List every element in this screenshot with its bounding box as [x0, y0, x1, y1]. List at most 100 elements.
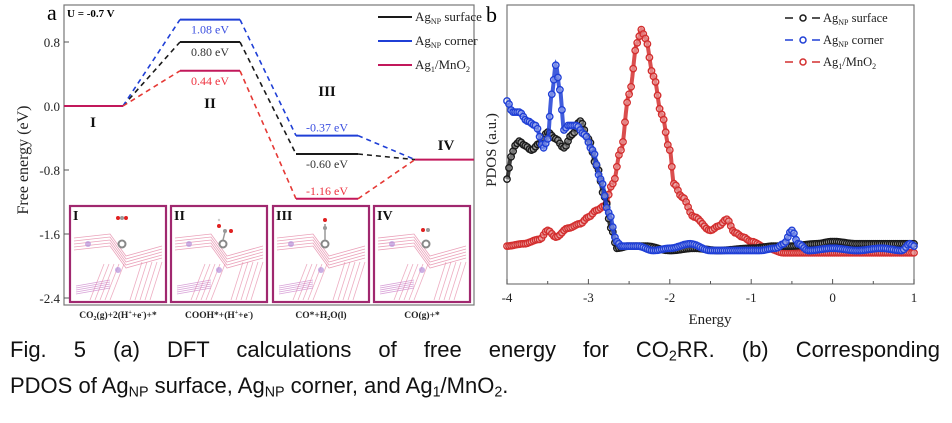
svg-text:AgNP surface: AgNP surface — [823, 11, 888, 27]
energy-value-label: 1.08 eV — [191, 23, 229, 37]
ag-atom-icon — [218, 239, 228, 249]
pdos-point — [551, 61, 560, 70]
state-label: II — [204, 96, 216, 112]
transition-connector — [357, 134, 416, 161]
x-tick-label: -3 — [583, 290, 594, 305]
potential-annotation: U = -0.7 V — [67, 8, 115, 20]
inset-label: II — [174, 209, 185, 224]
legend-item-agnp-surface: AgNP surface — [378, 9, 482, 26]
panel-b-legend: AgNP surface AgNP corner Ag1/MnO2 — [785, 11, 888, 71]
structure-inset-2: II — [169, 204, 269, 304]
series-agnp-corner: 1.08 eV -0.37 eV — [122, 18, 416, 161]
energy-value-label: -0.60 eV — [306, 157, 348, 171]
structure-inset-1: I — [68, 204, 168, 304]
ag-atom-icon — [117, 239, 127, 249]
pdos-point — [606, 212, 615, 221]
y-tick-label: -0.8 — [39, 163, 60, 178]
panel-a-free-energy-diagram: a U = -0.7 V 0.8 0.0 -0.8 -1.6 -2.4 Free ene… — [15, 0, 482, 322]
pdos-point — [661, 128, 670, 137]
legend-item-ag1-mno2: Ag1/MnO2 — [785, 55, 876, 71]
pdos-point — [533, 124, 542, 133]
panel-b-curves — [503, 25, 918, 257]
panel-b-label: b — [486, 2, 497, 27]
legend-item-agnp-surface: AgNP surface — [785, 11, 888, 27]
panel-b-y-axis-label: PDOS (a.u.) — [484, 113, 500, 187]
x-tick-label: 0 — [829, 290, 836, 305]
pdos-point — [659, 115, 668, 124]
series-agnp-surface: 0.80 eV -0.60 eV — [122, 41, 416, 171]
panel-a-legend: AgNP surface AgNP corner Ag1/MnO2 — [378, 9, 482, 74]
transition-connector — [122, 70, 181, 107]
svg-text:Ag1/MnO2: Ag1/MnO2 — [823, 55, 876, 71]
pdos-point — [590, 150, 599, 159]
transition-connector — [239, 19, 297, 136]
panel-b-x-axis-label: Energy — [688, 312, 732, 328]
pdos-point — [653, 91, 662, 100]
panel-a-insets: I II III IV — [68, 204, 472, 304]
panel-b-frame — [506, 4, 915, 285]
pdos-point — [547, 90, 556, 99]
energy-value-label: -1.16 eV — [306, 184, 348, 198]
pdos-point — [645, 53, 654, 62]
pdos-point — [625, 90, 633, 99]
pdos-point — [667, 162, 676, 171]
pdos-point — [600, 191, 609, 200]
pdos-point — [629, 64, 638, 73]
x-label-state-2: COOH*+(H++e-) — [185, 310, 253, 321]
state-label: I — [90, 115, 96, 131]
transition-connector — [239, 41, 297, 155]
pdos-point — [665, 146, 674, 155]
pdos-point — [613, 162, 621, 171]
pdos-point — [554, 73, 562, 82]
inset-label: I — [73, 209, 78, 224]
pdos-point — [627, 82, 635, 91]
pdos-point — [592, 160, 601, 169]
pdos-point — [621, 118, 629, 127]
svg-text:AgNP surface: AgNP surface — [415, 9, 482, 26]
x-tick-label: 1 — [911, 290, 918, 305]
ag-atom-icon — [421, 239, 431, 249]
panel-a-y-axis-label: Free energy (eV) — [15, 106, 32, 215]
pdos-point — [617, 146, 625, 155]
structure-inset-4: IV — [372, 204, 472, 304]
legend-item-agnp-corner: AgNP corner — [785, 33, 884, 49]
energy-value-label: 0.44 eV — [191, 74, 229, 88]
pdos-point — [505, 163, 513, 172]
x-tick-label: -2 — [664, 290, 675, 305]
legend-item-agnp-corner: AgNP corner — [378, 33, 478, 50]
pdos-point — [643, 40, 652, 48]
pdos-point — [631, 46, 640, 55]
energy-value-label: 0.80 eV — [191, 45, 229, 59]
x-tick-label: -4 — [502, 290, 513, 305]
figure: a U = -0.7 V 0.8 0.0 -0.8 -1.6 -2.4 Free ene… — [15, 0, 918, 328]
figure-caption: Fig. 5 (a) DFT calculations of free ener… — [10, 332, 940, 404]
pdos-point — [633, 39, 642, 47]
pdos-point — [545, 112, 554, 121]
pdos-point — [503, 175, 511, 184]
transition-connector — [357, 153, 416, 161]
panel-a-label: a — [47, 0, 57, 25]
legend-item-ag1-mno2: Ag1/MnO2 — [378, 57, 470, 74]
caption-line-1: Fig. 5 (a) DFT calculations of free ener… — [10, 337, 940, 365]
panel-b-x-axis: -4 -3 -2 -1 0 1 — [502, 279, 918, 305]
panel-a-y-axis: 0.8 0.0 -0.8 -1.6 -2.4 — [39, 35, 69, 306]
y-tick-label: 0.0 — [44, 99, 60, 114]
panel-a-x-labels: CO2(g)+2(H++e-)+* COOH*+(H++e-) CO*+H2O(… — [79, 310, 440, 322]
inset-label: III — [276, 209, 292, 224]
svg-text:Ag1/MnO2: Ag1/MnO2 — [415, 57, 470, 74]
svg-text:AgNP corner: AgNP corner — [823, 33, 884, 49]
panel-a-energy-levels: 0.80 eV -0.60 eV 1.08 eV -0.37 eV 0.44 eV -1.… — [64, 18, 474, 200]
series-ag1-mno2: 0.44 eV -1.16 eV — [64, 69, 474, 200]
pdos-point — [543, 134, 552, 143]
svg-text:AgNP corner: AgNP corner — [415, 33, 478, 50]
ag-atom-icon — [320, 239, 330, 249]
x-label-state-4: CO(g)+* — [404, 310, 440, 321]
x-label-state-1: CO2(g)+2(H++e-)+* — [79, 310, 157, 322]
y-tick-label: -1.6 — [39, 227, 60, 242]
x-tick-label: -1 — [746, 290, 757, 305]
state-label: III — [318, 84, 336, 100]
pdos-point — [910, 242, 918, 251]
pdos-point — [535, 132, 544, 141]
y-tick-label: -2.4 — [39, 291, 60, 306]
